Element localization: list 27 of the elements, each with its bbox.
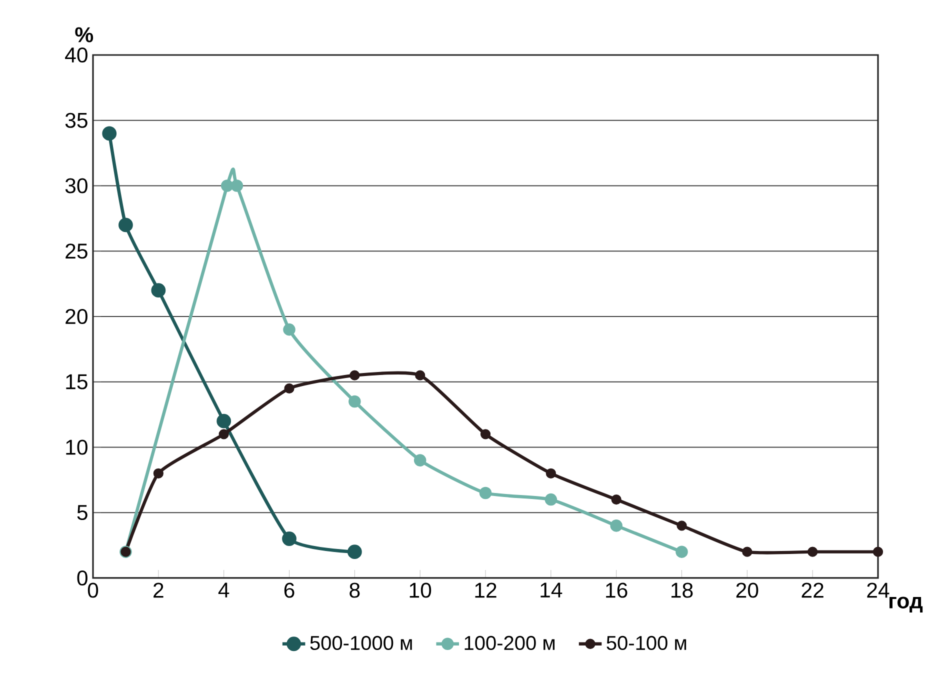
- legend-label: 500-1000 м: [310, 636, 412, 650]
- x-tick-label: 4: [218, 582, 230, 598]
- x-tick-label: 16: [606, 582, 628, 598]
- y-tick-label: 15: [66, 374, 88, 390]
- x-tick-label: 14: [540, 582, 562, 598]
- legend-label: 50-100 м: [606, 636, 686, 650]
- legend-label: 100-200 м: [464, 636, 555, 650]
- y-tick-label: 40: [65, 47, 88, 63]
- x-tick-label: 20: [736, 582, 758, 598]
- y-tick-label: 25: [66, 244, 88, 259]
- x-axis-title: год: [890, 596, 923, 613]
- y-axis-title: %: [75, 27, 94, 42]
- y-tick-label: 0: [77, 570, 88, 586]
- y-tick-label: 35: [65, 112, 88, 128]
- y-tick-label: 30: [65, 178, 88, 194]
- x-tick-label: 2: [154, 582, 164, 598]
- x-tick-label: 10: [410, 582, 432, 598]
- x-tick-label: 0: [88, 582, 98, 598]
- x-tick-label: 24: [867, 582, 890, 598]
- x-tick-label: 8: [350, 582, 360, 598]
- x-tick-label: 12: [475, 582, 496, 598]
- y-tick-label: 5: [77, 505, 88, 520]
- y-tick-label: 20: [66, 308, 88, 324]
- x-tick-label: 6: [284, 582, 294, 598]
- y-tick-label: 10: [66, 440, 88, 455]
- x-tick-label: 22: [802, 582, 824, 598]
- x-tick-label: 18: [672, 582, 693, 598]
